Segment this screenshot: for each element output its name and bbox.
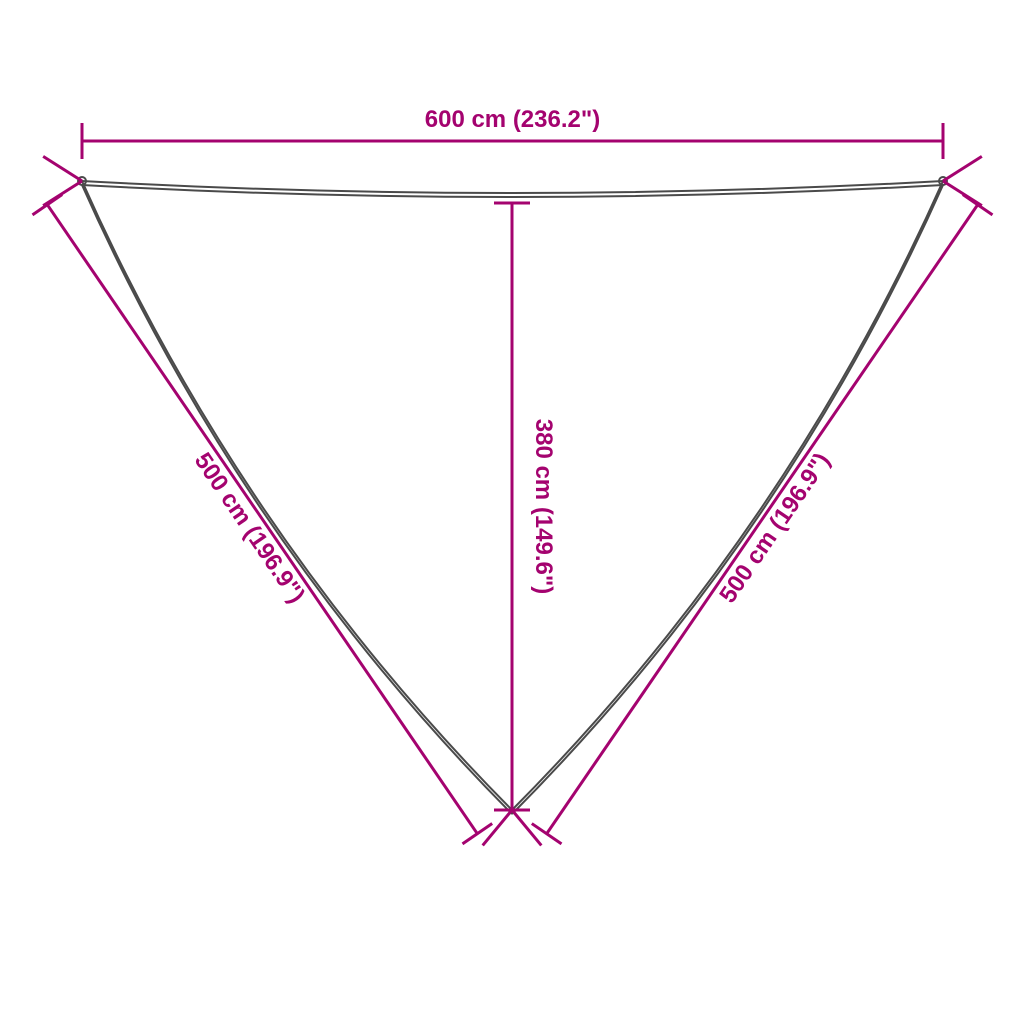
dim-label-right: 500 cm (196.9") — [714, 448, 835, 608]
dim-label-height: 380 cm (149.6") — [530, 419, 557, 595]
dim-label-left: 500 cm (196.9") — [189, 448, 310, 608]
dimension-lines: 600 cm (236.2") 380 cm (149.6") 500 cm (19… — [32, 106, 992, 845]
dim-label-top: 600 cm (236.2") — [425, 106, 601, 133]
dimension-diagram: 600 cm (236.2") 380 cm (149.6") 500 cm (19… — [0, 0, 1024, 1024]
